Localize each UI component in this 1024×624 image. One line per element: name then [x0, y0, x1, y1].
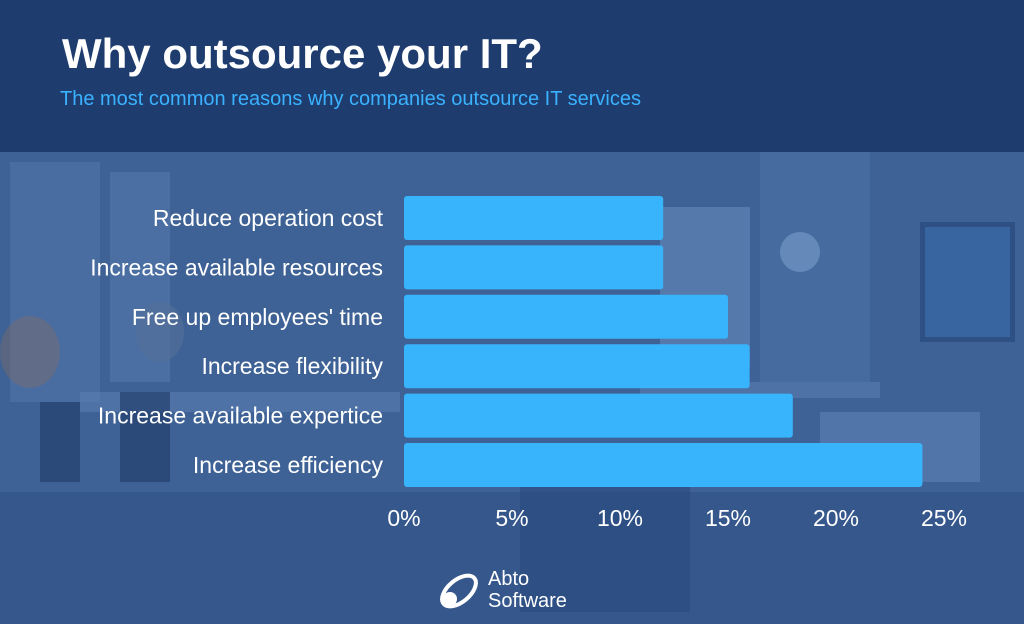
abto-logo-icon: [440, 573, 478, 609]
bar-1: [404, 245, 664, 290]
category-label-5: Increase efficiency: [193, 452, 384, 478]
page-subtitle: The most common reasons why companies ou…: [60, 88, 641, 110]
logo-line-1: Abto: [488, 568, 530, 590]
header-banner: Why outsource your IT? The most common r…: [0, 0, 1024, 152]
bar-2: [404, 294, 728, 339]
bar-0: [404, 196, 664, 240]
x-tick-label-3: 15%: [705, 505, 751, 531]
bars-group: [404, 196, 923, 487]
logo-line-2: Software: [488, 590, 567, 612]
category-label-0: Reduce operation cost: [153, 205, 384, 231]
bar-3: [404, 344, 750, 389]
x-tick-label-5: 25%: [921, 505, 967, 531]
page-title: Why outsource your IT?: [62, 30, 543, 77]
bar-4: [404, 393, 793, 438]
category-label-2: Free up employees' time: [132, 304, 383, 330]
category-label-4: Increase available expertice: [98, 403, 383, 429]
logo-text: Abto Software: [488, 568, 567, 612]
bar-chart: Reduce operation cost Increase available …: [90, 196, 967, 531]
category-label-1: Increase available resources: [90, 254, 383, 280]
category-labels-group: Reduce operation cost Increase available …: [90, 205, 383, 478]
category-label-3: Increase flexibility: [201, 353, 383, 379]
bar-5: [404, 443, 923, 487]
abto-software-logo: Abto Software: [436, 568, 606, 618]
x-tick-labels-group: 0% 5% 10% 15% 20% 25%: [387, 505, 967, 531]
x-tick-label-0: 0%: [387, 505, 420, 531]
x-tick-label-1: 5%: [495, 505, 528, 531]
x-tick-label-4: 20%: [813, 505, 859, 531]
x-tick-label-2: 10%: [597, 505, 643, 531]
